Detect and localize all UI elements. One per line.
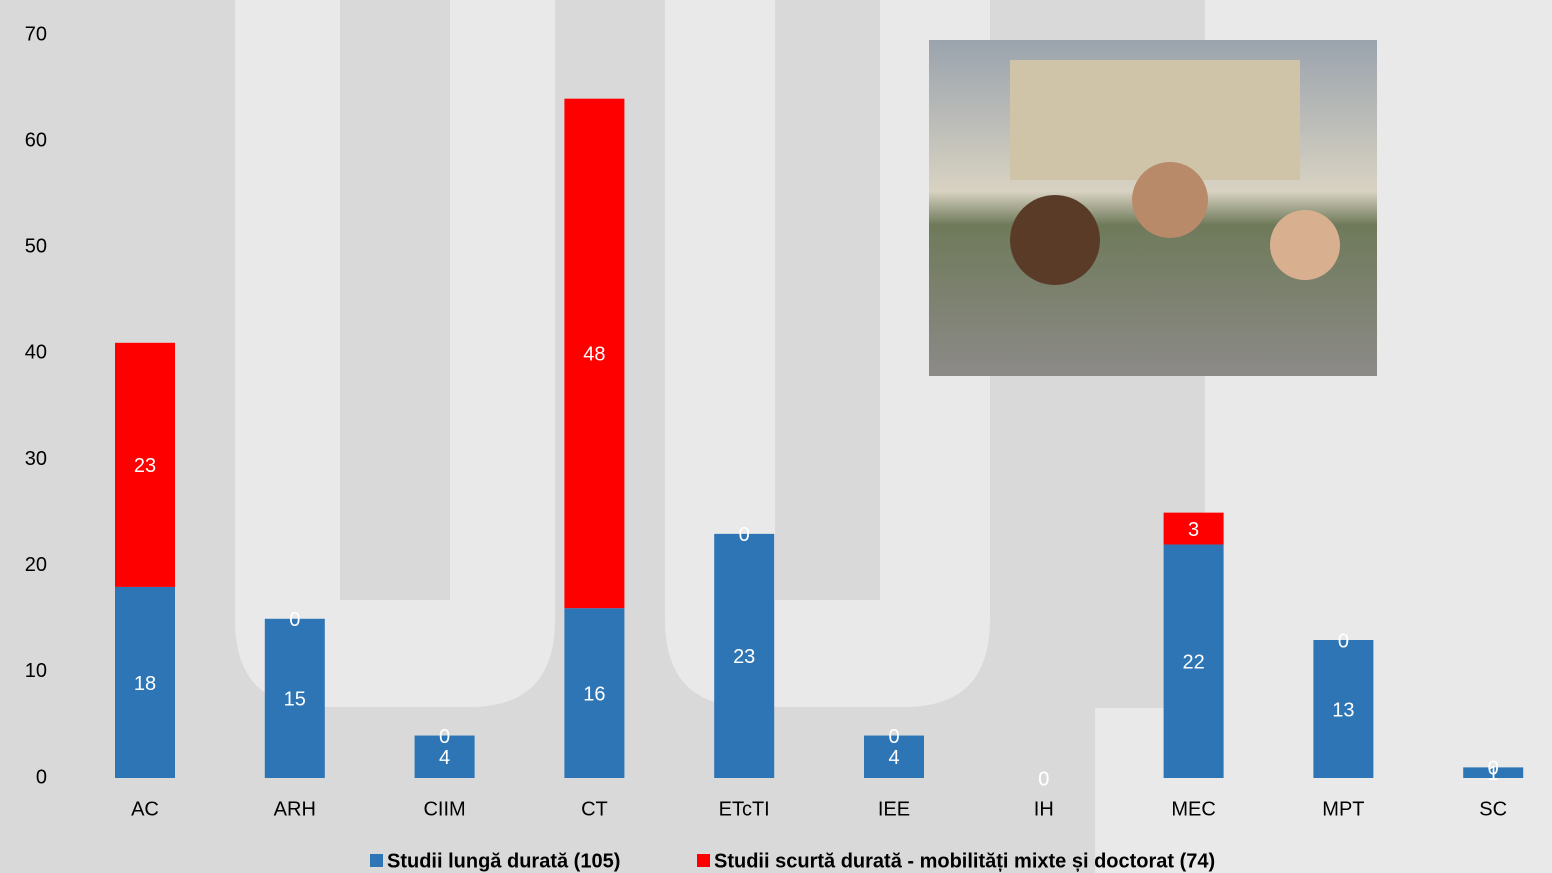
bar-segment [264, 618, 325, 778]
value-label: 4 [888, 747, 899, 769]
value-label: 18 [134, 673, 156, 695]
value-label: 0 [1338, 630, 1349, 652]
value-label: 22 [1182, 652, 1204, 674]
value-label: 23 [733, 646, 755, 668]
x-tick-label: MPT [1322, 798, 1364, 820]
x-tick-label: ETcTI [719, 798, 770, 820]
value-label: 16 [583, 683, 605, 705]
background-shape [235, 0, 555, 707]
y-tick-label: 0 [36, 766, 47, 788]
value-label: 13 [1332, 699, 1354, 721]
value-label: 0 [1488, 758, 1499, 780]
x-tick-label: AC [131, 798, 159, 820]
bar-segment [1163, 512, 1224, 545]
value-label: 0 [439, 726, 450, 748]
legend: Studii lungă durată (105) Studii scurtă d… [370, 850, 1215, 872]
x-tick-label: MEC [1171, 798, 1215, 820]
photo-person [1270, 210, 1340, 280]
bar-segment [414, 735, 475, 778]
legend-swatch [697, 854, 710, 867]
legend-swatch [370, 854, 383, 867]
value-label: 15 [284, 689, 306, 711]
photo-person [1010, 195, 1100, 285]
bar-segment [714, 533, 775, 778]
x-tick-label: CIIM [423, 798, 465, 820]
background-shape [665, 0, 990, 707]
value-label: 0 [1038, 768, 1049, 790]
x-tick-label: CT [581, 798, 608, 820]
value-label: 1 [1488, 763, 1499, 785]
bar-segment [564, 98, 625, 609]
bar-segment [1313, 640, 1374, 778]
bar-segment [1463, 767, 1524, 778]
x-tick-label: IEE [878, 798, 910, 820]
y-tick-label: 60 [25, 129, 47, 151]
bar-segment [1163, 544, 1224, 778]
y-tick-label: 10 [25, 660, 47, 682]
bar-segment [564, 608, 625, 778]
y-tick-label: 30 [25, 448, 47, 470]
value-label: 0 [739, 524, 750, 546]
bar-segment [115, 586, 175, 778]
legend-label: Studii scurtă durată - mobilități mixte … [714, 850, 1215, 872]
value-label: 0 [289, 609, 300, 631]
value-label: 23 [134, 455, 156, 477]
value-label: 0 [1038, 768, 1049, 790]
photo-person [1132, 162, 1208, 238]
y-tick-label: 70 [25, 23, 47, 45]
value-label: 0 [888, 726, 899, 748]
value-label: 4 [439, 747, 450, 769]
x-tick-label: ARH [274, 798, 316, 820]
x-tick-label: IH [1034, 798, 1054, 820]
x-tick-label: SC [1479, 798, 1507, 820]
value-label: 3 [1188, 519, 1199, 541]
value-label: 48 [583, 344, 605, 366]
bar-segment [115, 342, 175, 587]
y-tick-label: 20 [25, 554, 47, 576]
plot-area: 010203040506070AC1823ARH150CIIM40CT1648E… [25, 23, 1524, 820]
photo-building [1010, 60, 1300, 180]
legend-label: Studii lungă durată (105) [387, 850, 620, 872]
y-tick-label: 50 [25, 236, 47, 258]
y-tick-label: 40 [25, 342, 47, 364]
bar-segment [864, 735, 924, 778]
